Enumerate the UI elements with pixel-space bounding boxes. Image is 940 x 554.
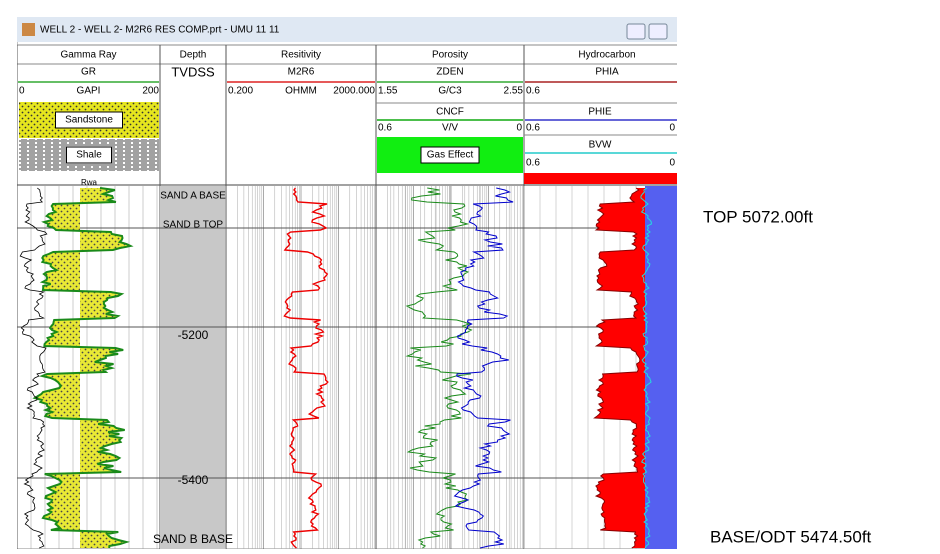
scale-right: 0 <box>516 123 522 134</box>
bvw-curve <box>640 187 652 549</box>
top-annotation: TOP 5072.00ft <box>703 207 813 226</box>
depth-marker: SAND A BASE <box>160 191 226 202</box>
minimize-button[interactable] <box>626 23 646 40</box>
neutron-curve <box>453 187 514 549</box>
header: Gamma Ray GR GAPI 0 200 Depth TVDSS Resitivity M… <box>17 44 689 549</box>
curve-name: M2R6 <box>288 67 315 78</box>
curve-unit: V/V <box>442 123 458 134</box>
depth-marker: SAND B TOP <box>163 220 224 231</box>
depth-marker: SAND B BASE <box>153 532 233 546</box>
gr-curve <box>32 187 134 549</box>
app-icon <box>22 23 35 36</box>
legend-label-box <box>55 111 123 129</box>
title-bar <box>17 17 677 42</box>
track-name: Gamma Ray <box>60 50 116 61</box>
window-frame <box>17 17 677 549</box>
resistivity-curve <box>283 187 329 549</box>
curve-name: BVW <box>589 140 612 151</box>
scale-left: 0.200 <box>228 86 253 97</box>
gas-effect-box <box>420 146 480 164</box>
log-plot: SAND A BASE SAND B TOP -5200 -5400 SAND B BA… <box>17 186 677 549</box>
phie-curve <box>593 187 641 549</box>
scale-right: 2.55 <box>504 86 524 97</box>
track-name: Resitivity <box>281 50 321 61</box>
gas-effect-label: Gas Effect <box>427 150 474 161</box>
curve-name: CNCF <box>436 107 464 118</box>
scale-right: 0 <box>669 158 675 169</box>
legend-label: Shale <box>76 150 102 161</box>
scale-left: 0.6 <box>378 123 392 134</box>
curve-name: PHIA <box>595 67 619 78</box>
maximize-button[interactable] <box>648 23 668 40</box>
legend-label: Sandstone <box>65 115 113 126</box>
curve-name: PHIE <box>588 107 612 118</box>
depth-marker: -5200 <box>178 328 209 342</box>
curve-unit: G/C3 <box>438 86 462 97</box>
scale-left: 0 <box>19 86 25 97</box>
window-title: WELL 2 - WELL 2- M2R6 RES COMP.prt - UMU… <box>40 25 280 36</box>
density-curve <box>405 187 473 549</box>
scale-right: 2000.000 <box>333 86 375 97</box>
bvw-area <box>645 186 677 549</box>
scale-left: 0.6 <box>526 86 540 97</box>
scale-left: 0.6 <box>526 123 540 134</box>
scale-right: 0 <box>683 86 689 97</box>
scale-left: 0.6 <box>526 158 540 169</box>
legend-label-box <box>66 146 112 164</box>
track-name: Porosity <box>432 50 468 61</box>
track-name: Hydrocarbon <box>578 50 635 61</box>
curve-unit: OHMM <box>285 86 317 97</box>
curve-name: ZDEN <box>436 67 463 78</box>
base-annotation: BASE/ODT 5474.50ft <box>710 527 872 546</box>
hydrocarbon-fill <box>594 188 645 548</box>
curve-unit: GAPI <box>77 86 101 97</box>
gr-curve-thin <box>19 187 48 549</box>
track-name: Depth <box>180 50 207 61</box>
window: WELL 2 - WELL 2- M2R6 RES COMP.prt - UMU… <box>17 17 689 549</box>
scale-left: 1.55 <box>378 86 398 97</box>
depth-marker: -5400 <box>178 473 209 487</box>
curve-name: GR <box>81 67 96 78</box>
scale-right: 0 <box>669 123 675 134</box>
depth-track-bg <box>160 186 226 549</box>
scale-right: 200 <box>142 86 159 97</box>
curve-name: TVDSS <box>171 64 215 79</box>
legend-label: Rwa <box>81 178 98 187</box>
bvw-fill <box>524 173 677 184</box>
sand-fill <box>34 188 131 548</box>
